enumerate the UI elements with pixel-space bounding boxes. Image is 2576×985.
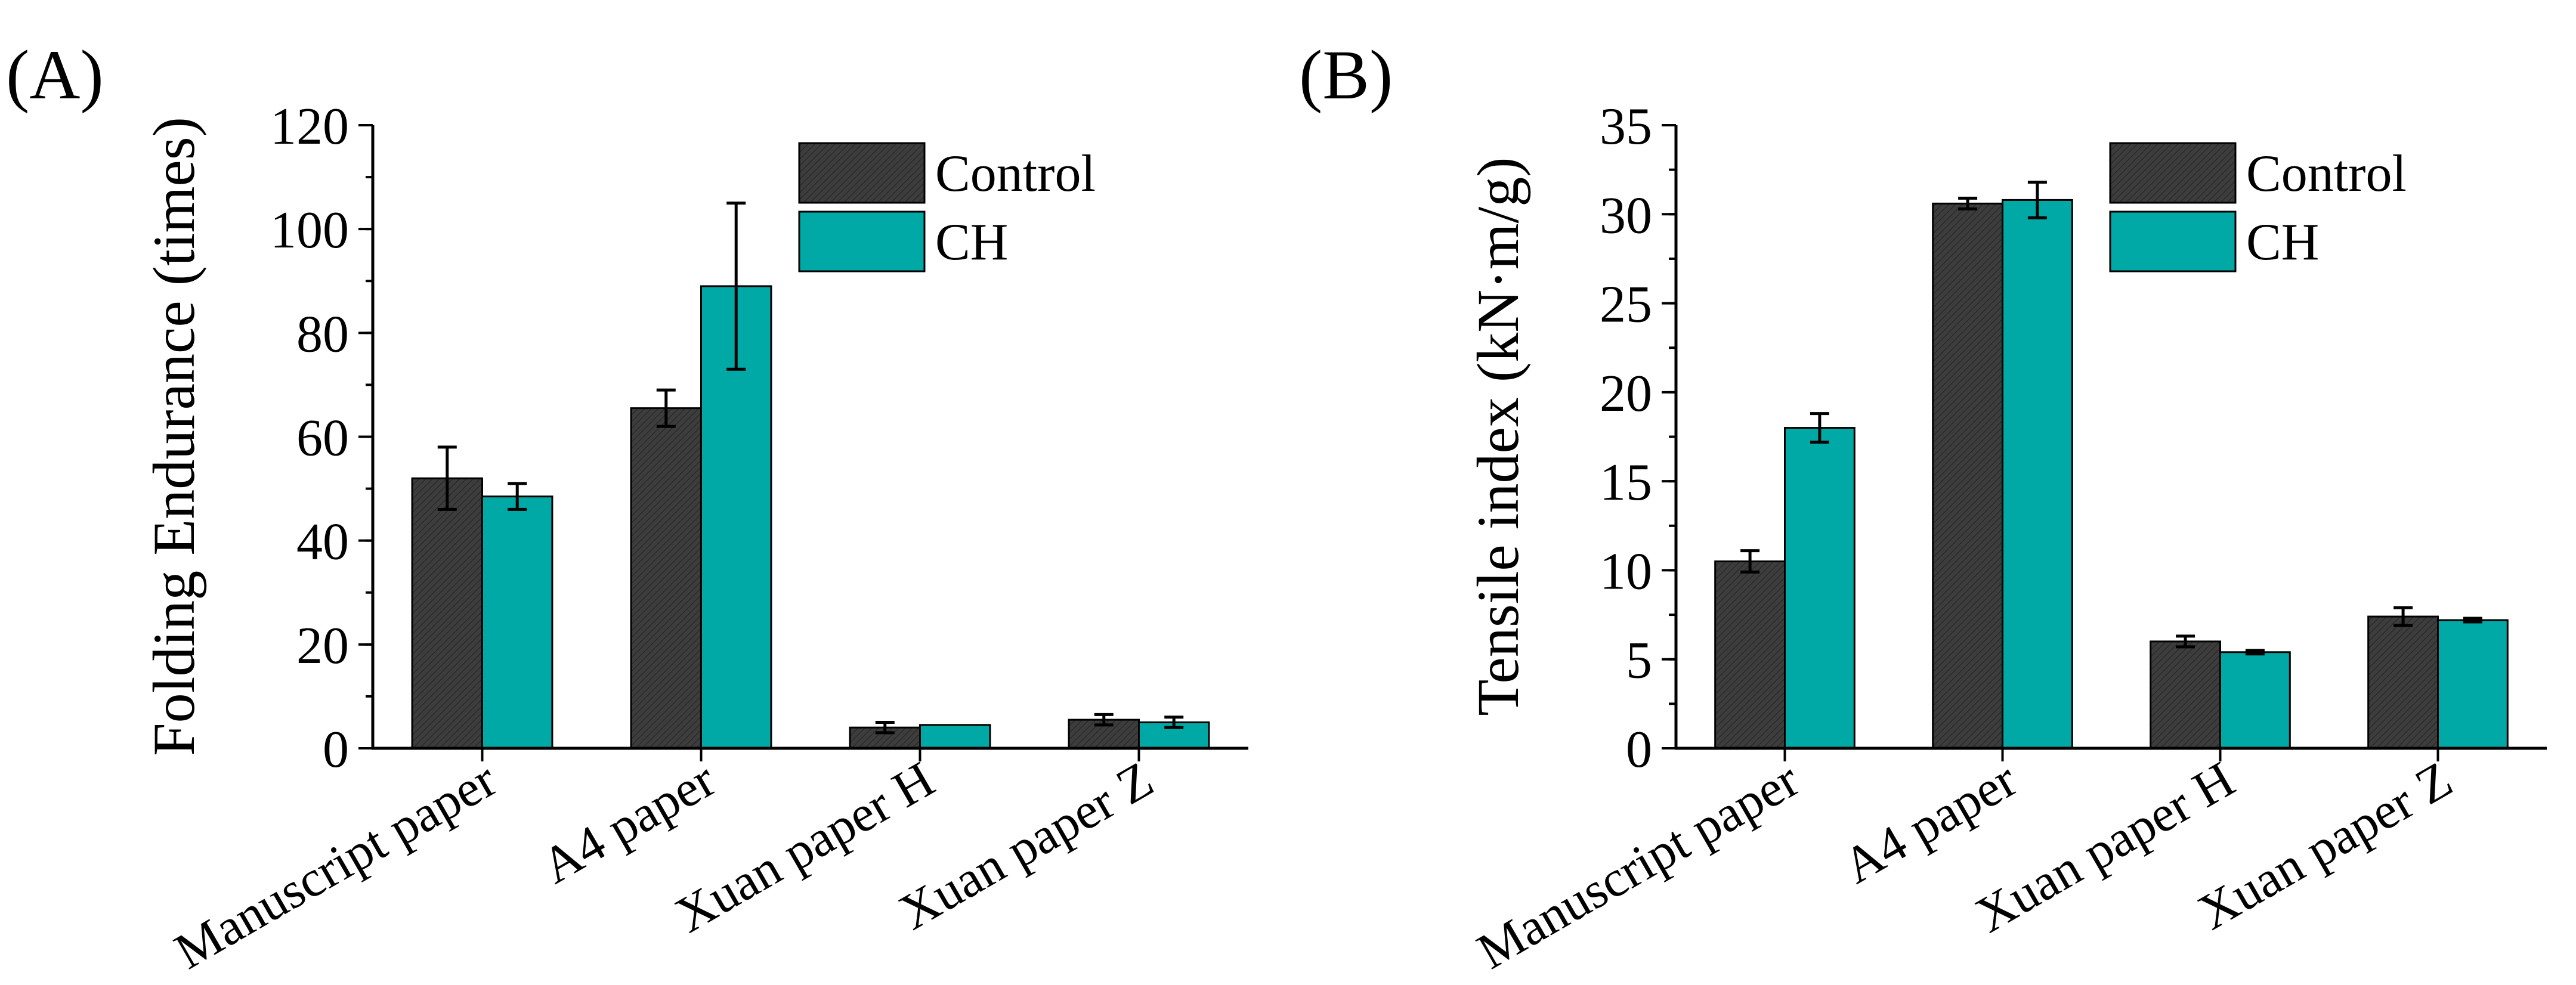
y-tick-label: 100 <box>270 202 349 259</box>
y-tick-label: 60 <box>296 410 349 467</box>
y-axis-title: Tensile index (kN·m/g) <box>1465 157 1531 715</box>
y-tick-label: 35 <box>1600 98 1652 156</box>
y-tick-label: 80 <box>296 305 349 363</box>
y-tick-label: 5 <box>1626 632 1652 690</box>
bar-control-0 <box>411 477 483 749</box>
y-tick-label: 40 <box>296 513 349 571</box>
bar-ch-1 <box>2002 199 2073 749</box>
y-tick-label: 20 <box>1600 365 1652 423</box>
bar-control-3 <box>2367 615 2439 749</box>
legend-label: CH <box>935 213 1008 271</box>
legend-swatch-ch <box>798 210 926 272</box>
legend-label: CH <box>2246 213 2319 271</box>
y-axis-title: Folding Endurance (times) <box>141 117 207 756</box>
x-tick-label: Manuscript paper <box>1468 750 1808 980</box>
panel-label: (A) <box>6 36 104 114</box>
bar-control-1 <box>1932 202 2003 749</box>
bar-control-1 <box>630 407 703 749</box>
bar-ch-3 <box>2437 619 2509 749</box>
legend-label: Control <box>2246 145 2407 203</box>
panel-b: (B) Tensile index (kN·m/g) 0 5 10 15 20 25 30 35 M… <box>1299 36 2547 980</box>
y-tick-label: 120 <box>270 98 349 156</box>
bar-ch-0 <box>481 495 553 749</box>
bar-control-0 <box>1714 560 1786 749</box>
panel-a: (A) Folding Endurance (times) 0 20 40 60 80 100… <box>6 36 1248 980</box>
x-tick-label: Manuscript paper <box>165 750 506 980</box>
legend-swatch-control <box>2109 142 2237 204</box>
bar-ch-2 <box>2219 651 2291 749</box>
y-tick-label: 15 <box>1600 454 1652 512</box>
y-tick-label: 30 <box>1600 187 1652 244</box>
x-tick-label: A4 paper <box>532 750 725 894</box>
y-tick-label: 0 <box>323 721 349 779</box>
bar-control-2 <box>2150 640 2221 749</box>
legend-label: Control <box>935 145 1096 203</box>
bar-ch-2 <box>919 724 991 749</box>
y-tick-label: 0 <box>1626 721 1652 779</box>
legend-swatch-control <box>798 142 926 204</box>
y-tick-label: 25 <box>1600 276 1652 334</box>
legend-swatch-ch <box>2109 210 2237 272</box>
x-tick-label: A4 paper <box>1833 750 2026 894</box>
panel-label: (B) <box>1299 36 1393 114</box>
y-tick-label: 20 <box>296 617 349 675</box>
bar-ch-0 <box>1784 427 1856 749</box>
y-tick-label: 10 <box>1600 543 1652 600</box>
